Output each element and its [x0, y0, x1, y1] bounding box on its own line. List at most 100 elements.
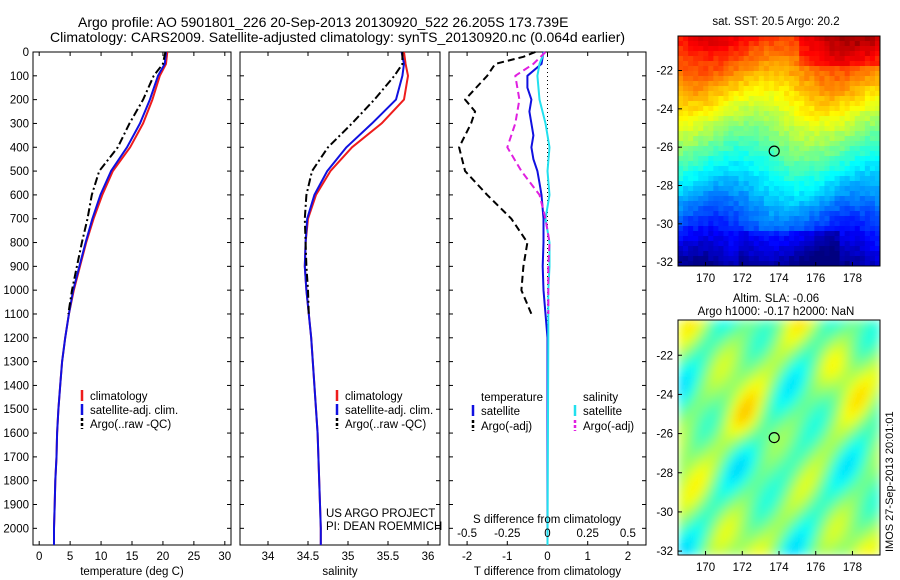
y-tick-label: -26	[656, 142, 673, 154]
map-cell	[794, 96, 800, 102]
map-cell	[703, 345, 709, 352]
map-cell	[809, 498, 815, 505]
map-cell	[713, 181, 719, 187]
map-cell	[723, 524, 730, 531]
map-cell	[824, 406, 831, 413]
map-cell	[758, 437, 765, 444]
map-cell	[789, 56, 795, 62]
map-cell	[779, 493, 785, 500]
map-cell	[829, 216, 836, 222]
map-cell	[854, 106, 861, 112]
map-cell	[854, 166, 861, 172]
map-cell	[703, 126, 709, 132]
map-cell	[758, 330, 765, 336]
map-cell	[799, 36, 805, 42]
map-cell	[789, 452, 795, 459]
map-cell	[809, 386, 815, 393]
map-cell	[844, 355, 851, 362]
map-cell	[864, 544, 871, 551]
map-cell	[703, 91, 709, 97]
map-cell	[834, 181, 841, 187]
map-cell	[723, 171, 730, 177]
map-cell	[748, 539, 755, 546]
map-cell	[758, 360, 765, 367]
map-cell	[784, 457, 790, 464]
map-cell	[718, 216, 725, 222]
map-cell	[779, 176, 785, 182]
map-cell	[874, 488, 880, 495]
map-cell	[743, 488, 750, 495]
map-cell	[789, 539, 795, 546]
map-cell	[819, 406, 826, 413]
map-cell	[824, 176, 831, 182]
map-cell	[844, 116, 851, 122]
map-cell	[688, 181, 694, 187]
map-cell	[748, 483, 755, 490]
map-cell	[723, 549, 730, 555]
map-cell	[693, 396, 699, 403]
map-cell	[738, 216, 745, 222]
map-cell	[728, 111, 735, 117]
map-cell	[688, 422, 694, 428]
map-cell	[839, 136, 846, 142]
map-cell	[703, 376, 709, 382]
map-cell	[763, 151, 770, 157]
map-cell	[683, 76, 689, 82]
map-cell	[773, 246, 780, 252]
map-cell	[854, 365, 861, 372]
map-cell	[834, 261, 841, 266]
map-cell	[794, 201, 800, 207]
map-cell	[718, 411, 725, 418]
map-cell	[753, 106, 760, 112]
map-cell	[854, 514, 861, 520]
map-cell	[809, 432, 815, 439]
map-cell	[713, 320, 719, 326]
x-tick-label-top: 0	[544, 528, 550, 540]
map-cell	[824, 442, 831, 449]
map-cell	[794, 452, 800, 459]
map-cell	[688, 524, 694, 531]
map-cell	[799, 386, 805, 393]
map-cell	[763, 161, 770, 167]
map-cell	[713, 396, 719, 403]
map-cell	[794, 116, 800, 122]
map-cell	[763, 549, 770, 555]
map-cell	[698, 36, 704, 42]
map-cell	[849, 544, 856, 551]
map-cell	[678, 41, 684, 47]
map-cell	[809, 81, 815, 87]
map-cell	[698, 221, 704, 227]
map-cell	[864, 519, 871, 525]
map-cell	[829, 483, 836, 490]
map-cell	[678, 226, 684, 232]
map-cell	[773, 350, 780, 357]
map-cell	[864, 86, 871, 92]
map-cell	[733, 442, 740, 449]
map-cell	[753, 457, 760, 464]
map-cell	[819, 330, 826, 336]
map-cell	[854, 355, 861, 362]
map-cell	[819, 41, 826, 47]
map-cell	[738, 221, 745, 227]
map-cell	[768, 76, 775, 82]
map-cell	[693, 246, 699, 252]
map-cell	[703, 141, 709, 147]
map-cell	[809, 549, 815, 555]
map-cell	[809, 261, 815, 266]
map-cell	[794, 61, 800, 67]
map-cell	[678, 503, 684, 510]
map-cell	[829, 156, 836, 162]
map-cell	[698, 483, 704, 490]
map-cell	[698, 417, 704, 423]
map-cell	[824, 166, 831, 172]
map-cell	[763, 106, 770, 112]
map-cell	[839, 241, 846, 247]
map-cell	[693, 221, 699, 227]
map-cell	[703, 539, 709, 546]
map-cell	[824, 473, 831, 479]
map-cell	[713, 126, 719, 132]
map-cell	[844, 66, 851, 72]
map-cell	[834, 81, 841, 87]
map-cell	[718, 335, 725, 342]
map-cell	[829, 186, 836, 192]
